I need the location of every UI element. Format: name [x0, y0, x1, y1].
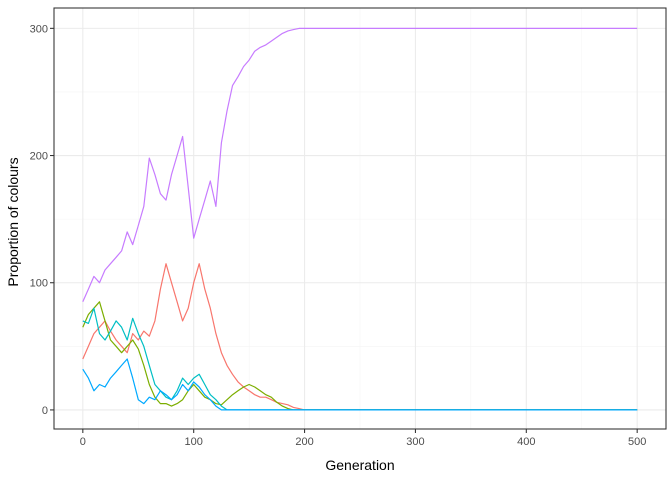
y-tick-label: 100 — [30, 278, 48, 290]
panel-border — [53, 7, 667, 430]
series-lines — [82, 27, 638, 411]
series-line-2 — [82, 301, 638, 411]
series-line-1 — [82, 263, 638, 411]
y-axis: 0 100 200 300 — [30, 23, 54, 417]
x-axis: 0 100 200 300 400 500 — [80, 429, 646, 448]
y-tick-label: 0 — [42, 405, 48, 417]
x-tick-label: 400 — [517, 436, 535, 448]
x-axis-title: Generation — [325, 457, 394, 473]
series-line-3 — [82, 307, 638, 411]
series-line-5 — [82, 358, 638, 411]
minor-gridlines — [54, 8, 666, 429]
y-tick-label: 300 — [30, 23, 48, 35]
series-line-4 — [82, 27, 638, 303]
x-tick-label: 100 — [185, 436, 203, 448]
y-axis-title: Proportion of colours — [5, 157, 21, 286]
x-tick-label: 200 — [295, 436, 313, 448]
x-tick-label: 0 — [80, 436, 86, 448]
y-tick-label: 200 — [30, 151, 48, 163]
x-tick-label: 300 — [406, 436, 424, 448]
x-tick-label: 500 — [628, 436, 646, 448]
